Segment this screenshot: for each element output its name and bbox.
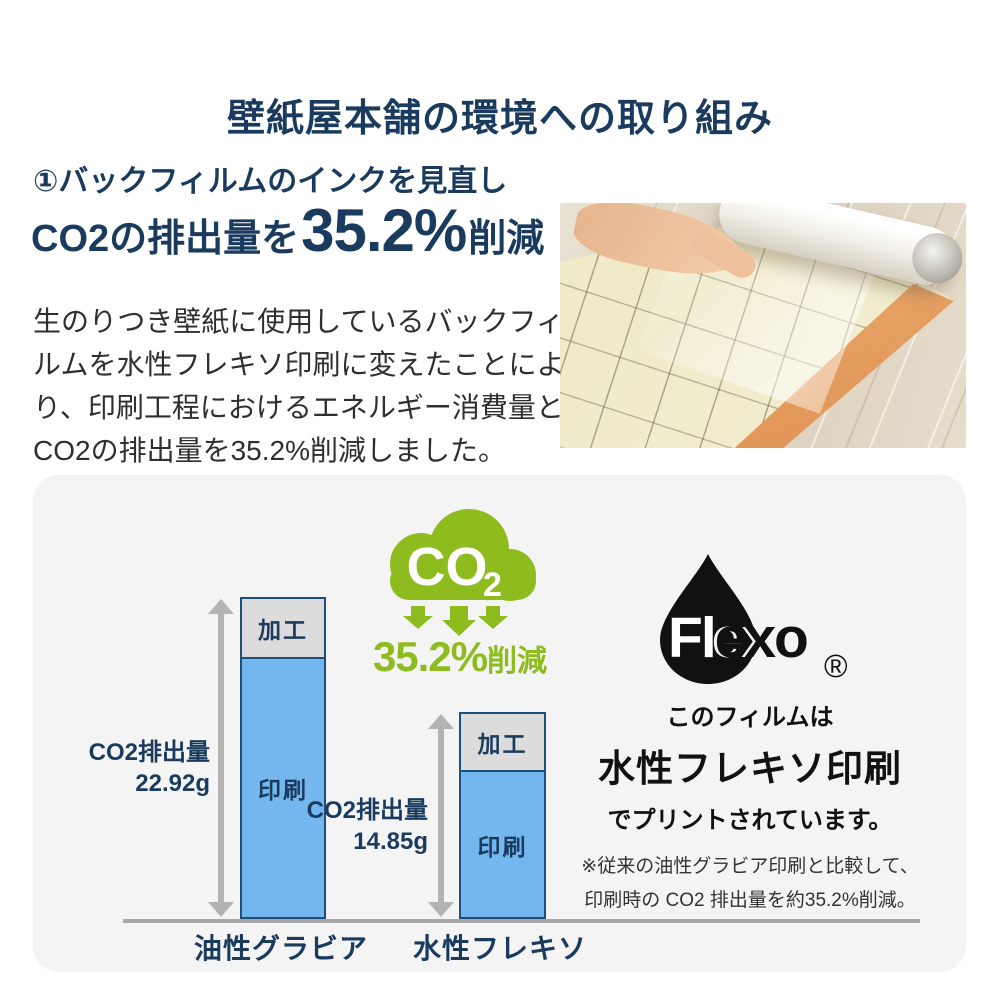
headline-suffix: 削減 [468,218,545,260]
emission-total-right: CO2排出量 14.85g [278,795,428,857]
registered-trademark-icon: ® [824,648,848,684]
arrow-up-icon [428,714,454,729]
category-label-oil-gravure: 油性グラビア [193,933,368,964]
flexo-caption-line1: このフィルムは [666,704,834,731]
measure-arrow-left [208,599,234,917]
chart-baseline [123,919,920,923]
bar-segment-printing: 印刷 [461,772,544,917]
flexo-wordmark-exo: exo [714,606,809,670]
ink-droplet-icon [660,554,756,684]
flexo-caption-line3: でプリントされています。 [607,807,893,834]
emission-total-left: CO2排出量 22.92g [60,737,210,799]
emission-value: 22.92g [135,770,210,797]
arrow-down-icon [208,902,234,917]
description-paragraph: 生のりつき壁紙に使用しているバックフィルムを水性フレキソ印刷に変えたことにより、… [33,306,565,466]
arrow-shaft [218,612,224,904]
arrow-shaft [438,727,444,904]
flexo-wordmark-fl: Fl [668,606,717,670]
headline-prefix: CO2の排出量を [31,218,300,260]
flexo-logo: Flexo ® [580,550,920,685]
flexo-info-block: Flexo ® このフィルムは 水性フレキソ印刷 でプリントされています。 ※従… [580,550,920,912]
segment-label: 加工 [477,731,528,757]
reduction-percent-label: 35.2% 削減 [340,633,580,681]
reduction-percent: 35.2% [372,633,488,680]
flexo-footnote-line2: 印刷時の CO2 排出量を約35.2%削減。 [584,890,916,911]
emission-value: 14.85g [353,828,428,855]
co2-cloud-icon: CO 2 [390,509,536,636]
cloud-co-text: CO [407,537,488,597]
co2-reduction-headline: CO2の排出量を 35.2% 削減 [31,196,544,265]
arrow-down-icon [428,902,454,917]
headline-percent: 35.2% [301,197,467,264]
segment-label: 加工 [258,617,308,643]
bar-segment-processing: 加工 [461,714,544,772]
reduction-suffix: 削減 [487,645,548,678]
bar-oil-gravure: 加工 印刷 [240,597,326,919]
flexo-caption-line2: 水性フレキソ印刷 [598,748,902,789]
bar-segment-processing: 加工 [242,599,324,659]
bar-water-flexo: 加工 印刷 [459,712,546,919]
segment-label: 印刷 [258,777,308,803]
flexo-wordmark: Flexo [668,610,809,667]
bar-segment-printing: 印刷 [242,659,324,917]
section-heading: ①バックフィルムのインクを見直し [33,165,508,198]
cloud-sub2-text: 2 [483,566,502,604]
arrow-up-icon [208,599,234,614]
category-label-water-flexo: 水性フレキソ [412,933,587,964]
measure-arrow-right [428,714,454,917]
flexo-footnote-line1: ※従来の油性グラビア印刷と比較して、 [581,856,919,877]
page-title: 壁紙屋本舗の環境への取り組み [226,98,773,141]
wallpaper-roll-photo [560,203,966,448]
segment-label: 印刷 [477,833,528,860]
emission-label: CO2排出量 [88,739,210,766]
comparison-panel: 加工 印刷 加工 印刷 CO2排出量 [33,475,966,972]
emission-label: CO2排出量 [306,797,428,824]
